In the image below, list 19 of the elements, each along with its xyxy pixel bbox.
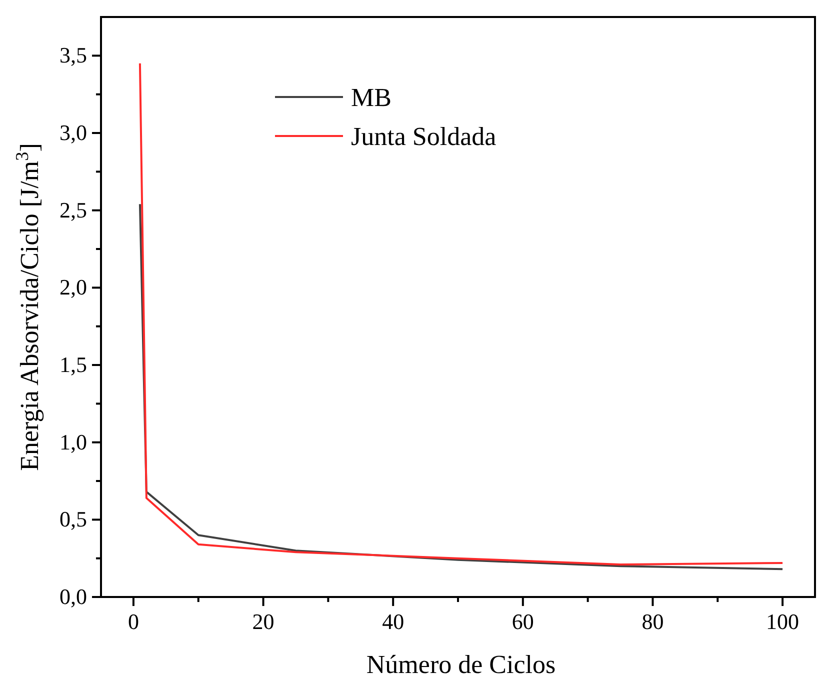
y-tick-label: 3,0 [60,120,87,145]
x-tick-label: 0 [128,609,139,634]
y-tick-label: 3,5 [60,42,87,68]
x-tick-label: 80 [642,609,664,634]
x-axis-title: Número de Ciclos [366,650,556,679]
x-tick-label: 60 [512,609,534,634]
line-series [138,203,784,570]
y-tick-label: 0,5 [60,506,87,532]
x-tick-label: 20 [252,609,274,634]
legend-label: Junta Soldada [351,122,497,151]
x-tick-label: 40 [382,609,404,634]
y-tick-label: 1,5 [60,352,87,377]
y-tick-label: 2,0 [60,274,87,300]
y-tick-label: 2,5 [60,197,87,222]
x-tick-label: 100 [766,609,800,634]
legend-label: MB [351,83,392,112]
line-series [138,62,784,566]
y-tick-label: 0,0 [60,584,87,609]
y-tick-label: 1,0 [60,429,87,454]
